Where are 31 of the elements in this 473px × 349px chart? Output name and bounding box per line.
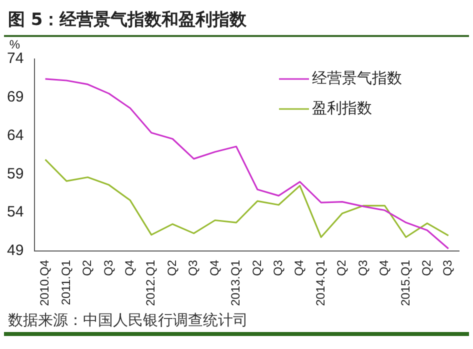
x-tick-label: Q2 — [164, 260, 179, 276]
x-tick-label: Q2 — [250, 260, 264, 276]
x-tick-label: 2014.Q1 — [313, 260, 328, 306]
x-tick-label: Q4 — [292, 260, 306, 276]
x-tick-label: Q2 — [419, 260, 434, 276]
x-tick-label: Q3 — [186, 260, 200, 276]
source-note: 数据来源：中国人民银行调查统计司 — [4, 309, 469, 336]
x-tick-label: Q2 — [80, 260, 94, 276]
x-tick-label: Q3 — [101, 260, 116, 276]
y-tick-label: 74 — [6, 50, 24, 68]
x-tick-label: 2013.Q1 — [228, 260, 243, 306]
chart-title: 图 5：经营景气指数和盈利指数 — [4, 0, 469, 37]
x-tick-label: Q4 — [377, 260, 392, 276]
y-tick-label: 49 — [6, 242, 24, 260]
x-tick-label: 2011.Q1 — [58, 260, 73, 306]
x-tick-label: Q3 — [270, 260, 285, 276]
x-tick-label: 2015.Q1 — [398, 260, 412, 306]
y-axis-title: % — [9, 37, 20, 52]
y-tick-label: 69 — [6, 88, 24, 106]
y-tick-label: 64 — [6, 126, 24, 144]
x-tick-label: Q4 — [207, 260, 222, 276]
y-tick-label: 59 — [6, 165, 24, 182]
legend-label: 盈利指数 — [312, 98, 372, 117]
legend-label: 经营景气指数 — [312, 68, 402, 87]
x-tick-label: Q4 — [122, 260, 136, 276]
x-tick-label: Q2 — [334, 260, 349, 276]
x-tick-label: Q3 — [356, 260, 370, 276]
x-tick-label: Q3 — [440, 260, 455, 276]
x-tick-label: 2010.Q4 — [38, 260, 52, 306]
y-tick-label: 54 — [6, 204, 24, 221]
x-tick-label: 2012.Q1 — [144, 260, 158, 306]
